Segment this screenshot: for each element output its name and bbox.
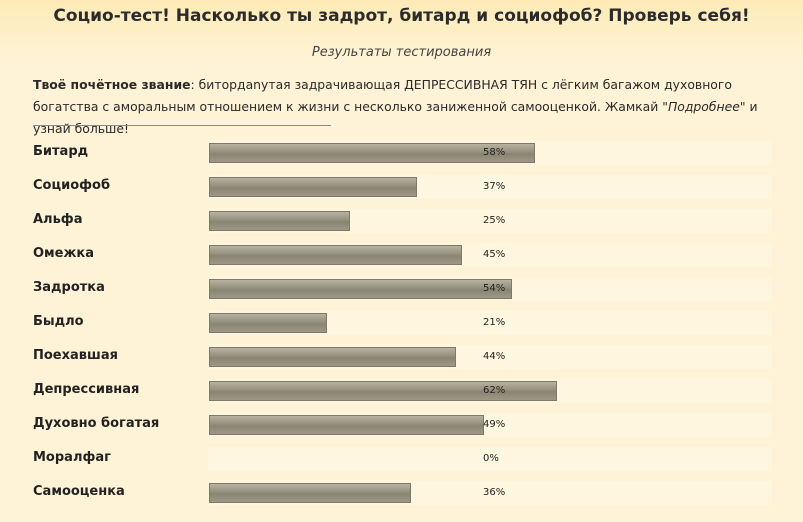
result-percent: 49% (483, 419, 506, 430)
result-label: Моралфаг (33, 450, 111, 465)
result-bar-track: 36% (208, 481, 772, 505)
result-percent: 37% (483, 181, 506, 192)
page-title: Социо-тест! Насколько ты задрот, битард … (53, 6, 750, 26)
honorary-title-colon: : (190, 77, 195, 92)
result-label: Самооценка (33, 484, 125, 499)
result-bar-track: 37% (208, 175, 772, 199)
more-link[interactable]: Подробнее (667, 99, 740, 114)
result-bar-fill (209, 143, 535, 163)
honorary-title-text-end: " и узнай больше! (33, 99, 758, 136)
result-label: Депрессивная (33, 382, 140, 397)
result-bar-fill (209, 347, 456, 367)
result-row: Самооценка 36% (0, 481, 803, 505)
result-row: Омежка 45% (0, 243, 803, 267)
result-percent: 0% (483, 453, 499, 464)
result-row: Альфа 25% (0, 209, 803, 233)
result-row: Поехавшая 44% (0, 345, 803, 369)
result-label: Поехавшая (33, 348, 118, 363)
result-bar-track: 62% (208, 379, 772, 403)
result-label: Быдло (33, 314, 84, 329)
result-bar-track: 54% (208, 277, 772, 301)
honorary-title-label: Твоё почётное звание (33, 77, 191, 92)
honorary-title-description: Твоё почётное звание: битордanутая задра… (33, 74, 783, 140)
result-bar-track: 21% (208, 311, 772, 335)
result-bar-track: 0% (208, 447, 772, 471)
result-row: Духовно богатая 49% (0, 413, 803, 437)
result-percent: 36% (483, 487, 506, 498)
result-row: Социофоб 37% (0, 175, 803, 199)
result-label: Духовно богатая (33, 416, 160, 431)
result-row: Депрессивная 62% (0, 379, 803, 403)
divider (33, 125, 331, 126)
result-bar-fill (209, 177, 417, 197)
result-percent: 21% (483, 317, 506, 328)
result-bar-fill (209, 381, 557, 401)
result-bar-fill (209, 211, 350, 231)
result-bar-track: 25% (208, 209, 772, 233)
result-row: Быдло 21% (0, 311, 803, 335)
result-label: Социофоб (33, 178, 111, 193)
result-bar-fill (209, 483, 411, 503)
result-percent: 58% (483, 147, 506, 158)
result-percent: 54% (483, 283, 506, 294)
result-label: Омежка (33, 246, 95, 261)
result-bar-track: 49% (208, 413, 772, 437)
result-row: Моралфаг 0% (0, 447, 803, 471)
result-bar-fill (209, 313, 327, 333)
result-bar-fill (209, 279, 512, 299)
results-subtitle: Результаты тестирования (311, 45, 492, 60)
result-label: Задротка (33, 280, 105, 295)
result-label: Альфа (33, 212, 83, 227)
result-percent: 44% (483, 351, 506, 362)
result-row: Задротка 54% (0, 277, 803, 301)
honorary-title-text: битордanутая задрачивающая ДЕПРЕССИВНАЯ … (33, 77, 732, 114)
result-bar-track: 45% (208, 243, 772, 267)
result-percent: 45% (483, 249, 506, 260)
result-row: Битард 58% (0, 141, 803, 165)
result-percent: 25% (483, 215, 506, 226)
result-bar-track: 58% (208, 141, 772, 165)
result-bar-fill (209, 245, 462, 265)
result-bar-track: 44% (208, 345, 772, 369)
result-percent: 62% (483, 385, 506, 396)
result-label: Битард (33, 144, 89, 159)
result-bar-fill (209, 415, 484, 435)
